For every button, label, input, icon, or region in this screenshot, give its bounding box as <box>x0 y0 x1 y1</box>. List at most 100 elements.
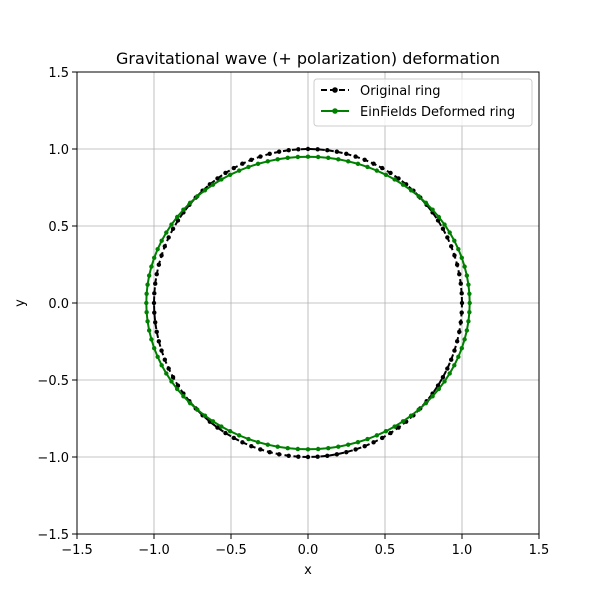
x-tick-label: 1.5 <box>529 543 550 558</box>
x-tick-label: −0.5 <box>215 543 247 558</box>
data-point <box>223 170 228 176</box>
x-tick-label: 0.0 <box>298 543 319 558</box>
data-point <box>442 222 447 227</box>
data-point <box>155 354 160 360</box>
data-point <box>249 443 254 449</box>
data-point <box>430 207 435 212</box>
legend-label-deformed-ring: EinFields Deformed ring <box>360 105 515 120</box>
data-point <box>240 440 245 445</box>
plot-series <box>144 146 472 460</box>
data-point <box>392 424 397 429</box>
data-point <box>374 433 380 438</box>
data-point <box>181 207 186 212</box>
data-point <box>452 238 457 243</box>
data-point <box>436 214 442 220</box>
data-point <box>219 177 224 182</box>
data-point <box>315 454 320 459</box>
x-tick-label: −1.5 <box>61 543 93 558</box>
data-point <box>223 430 228 436</box>
data-point <box>267 449 272 455</box>
data-point <box>416 407 421 412</box>
data-point <box>334 452 340 457</box>
data-point <box>325 148 330 153</box>
data-point <box>265 442 270 447</box>
data-point <box>156 339 162 344</box>
data-point <box>275 157 280 162</box>
data-point <box>210 419 216 424</box>
data-point <box>215 425 220 430</box>
data-point <box>396 425 401 430</box>
data-point <box>202 188 208 193</box>
data-point <box>236 433 242 438</box>
legend-marker-handle <box>332 108 338 114</box>
data-point <box>285 445 290 451</box>
data-point <box>276 149 282 154</box>
data-point <box>187 400 193 406</box>
data-point <box>246 436 251 442</box>
x-axis-label: x <box>304 563 312 578</box>
data-point <box>145 282 150 287</box>
data-point <box>166 235 171 240</box>
data-point <box>458 320 463 325</box>
data-point <box>365 164 370 170</box>
data-point <box>400 182 406 187</box>
data-point <box>442 379 447 384</box>
data-point <box>159 363 164 368</box>
data-point <box>396 176 401 181</box>
data-point <box>162 357 168 362</box>
data-point <box>355 161 361 167</box>
data-point <box>459 300 465 306</box>
legend: Original ring EinFields Deformed ring <box>313 78 533 127</box>
data-point <box>305 146 311 152</box>
data-point <box>392 177 397 182</box>
x-tick-label: −1.0 <box>138 543 170 558</box>
data-point <box>452 253 457 258</box>
data-point <box>231 165 237 171</box>
data-point <box>467 300 472 306</box>
data-point <box>336 444 341 449</box>
data-point <box>355 439 361 445</box>
data-point <box>154 329 159 335</box>
data-point <box>286 148 291 153</box>
data-point <box>170 374 176 380</box>
data-point <box>255 161 261 167</box>
data-point <box>236 168 242 173</box>
data-point <box>153 320 158 325</box>
data-point <box>159 348 164 353</box>
data-point <box>169 379 174 384</box>
legend-marker-handle <box>332 87 338 93</box>
data-point <box>423 200 429 206</box>
data-point <box>448 244 454 249</box>
chart-title: Gravitational wave (+ polarization) defo… <box>116 49 500 68</box>
legend-box <box>313 78 533 127</box>
data-point <box>459 255 464 260</box>
data-point <box>379 165 385 171</box>
data-point <box>346 442 351 447</box>
data-point <box>467 309 472 315</box>
data-point <box>459 291 464 296</box>
data-point <box>344 449 349 455</box>
x-tick-label: 1.0 <box>452 543 473 558</box>
data-point <box>353 154 358 159</box>
data-point <box>169 222 174 227</box>
data-point <box>315 446 321 452</box>
data-point <box>258 154 263 159</box>
data-point <box>353 447 358 452</box>
data-point <box>267 151 272 157</box>
data-point <box>144 291 149 297</box>
data-point <box>276 452 282 457</box>
data-point <box>371 161 376 166</box>
data-point <box>334 149 340 154</box>
data-point <box>452 348 457 353</box>
data-point <box>400 419 406 424</box>
data-point <box>445 235 450 240</box>
data-point <box>362 157 367 163</box>
data-point <box>466 319 471 324</box>
data-point <box>458 281 463 286</box>
series-line <box>152 147 463 459</box>
data-point <box>445 366 450 371</box>
data-point <box>383 172 389 177</box>
data-point <box>231 435 237 441</box>
data-point <box>440 374 446 380</box>
data-point <box>374 168 380 173</box>
